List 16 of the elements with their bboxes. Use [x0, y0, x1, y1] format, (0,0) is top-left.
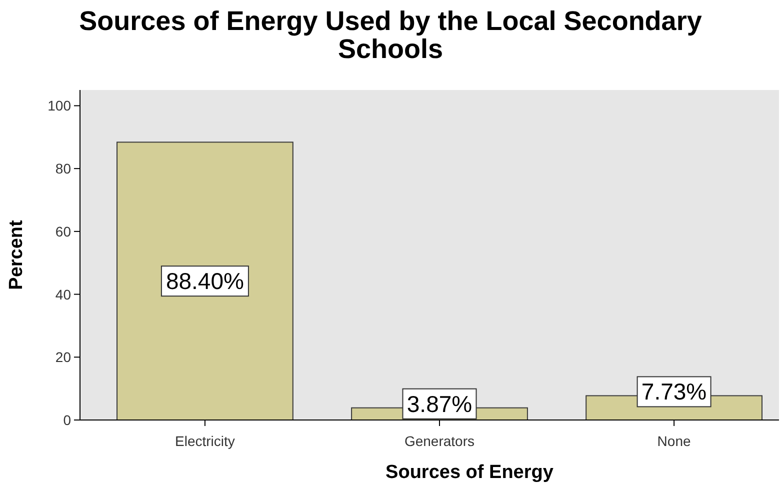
y-tick-label: 40 [55, 286, 72, 302]
y-tick-label: 60 [55, 223, 72, 240]
bar [116, 142, 294, 420]
x-tick-label: Generators [404, 433, 475, 449]
y-tick-label: 80 [55, 160, 72, 177]
x-tick-label: Electricity [175, 433, 235, 449]
y-axis-title: Percent [6, 219, 27, 290]
x-axis-title: Sources of Energy [386, 462, 554, 483]
data-label: 88.40% [166, 268, 244, 294]
chart-title: Sources of Energy Used by the Local Secondary Schools [79, 6, 702, 64]
y-tick-label: 20 [55, 349, 72, 366]
x-tick-label: None [657, 433, 691, 449]
y-tick-label: 0 [63, 412, 72, 428]
data-label: 3.87% [406, 390, 472, 417]
y-tick-label: 100 [48, 98, 72, 114]
data-label: 7.73% [641, 378, 707, 405]
